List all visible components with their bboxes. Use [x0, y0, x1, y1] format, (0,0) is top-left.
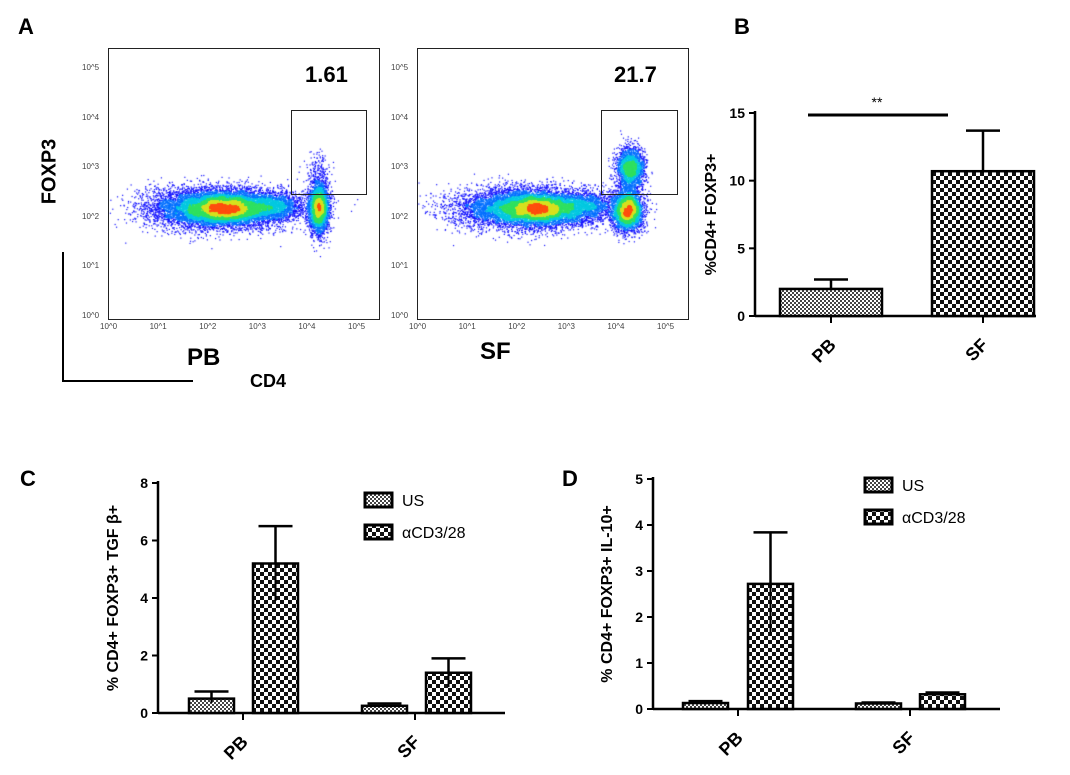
gate-percent-sf: 21.7 — [614, 62, 657, 87]
flow-y-tick-label: 10^2 — [82, 211, 100, 221]
flow-y-tick-label: 10^1 — [391, 261, 409, 271]
legend-label: US — [402, 493, 424, 510]
panel-label-b: B — [734, 14, 750, 39]
flow-y-tick-label: 10^2 — [391, 211, 409, 221]
y-tick-label: 1 — [635, 655, 643, 671]
y-tick-label: 6 — [140, 533, 148, 549]
legend-swatch — [363, 523, 394, 541]
x-tick-label: SF — [961, 335, 991, 365]
sample-label-pb: PB — [187, 344, 221, 371]
y-tick-label: 2 — [635, 609, 643, 625]
x-tick-label: PB — [715, 728, 747, 760]
panel-label-a: A — [18, 14, 34, 39]
flow-x-tick-label: 10^1 — [149, 322, 167, 331]
panel-label-c: C — [20, 466, 36, 491]
axis-line-vertical — [62, 252, 64, 382]
flow-x-tick-label: 10^0 — [100, 322, 118, 331]
flow-y-tick-label: 10^4 — [82, 112, 100, 122]
legend-label: αCD3/28 — [402, 525, 466, 542]
x-tick-label: PB — [808, 335, 840, 367]
sample-label-sf: SF — [480, 338, 511, 365]
legend-swatch — [863, 476, 894, 494]
y-tick-label: 0 — [635, 701, 643, 717]
y-tick-label: 15 — [729, 105, 745, 121]
significance-marker: ** — [872, 94, 883, 110]
flow-scatter-pb — [108, 48, 378, 318]
gate-sf — [601, 110, 678, 195]
flow-x-tick-label: 10^5 — [348, 322, 366, 331]
axis-line-horizontal — [62, 380, 193, 382]
y-tick-label: 4 — [140, 590, 148, 606]
legend-label: αCD3/28 — [902, 510, 966, 527]
gate-percent-pb: 1.61 — [305, 62, 348, 87]
y-axis-label: %CD4+ FOXP3+ — [703, 154, 720, 276]
flow-x-tick-label: 10^2 — [199, 322, 217, 331]
y-tick-label: 5 — [737, 240, 745, 256]
flow-y-tick-label: 10^5 — [82, 63, 100, 72]
flow-x-tick-label: 10^4 — [607, 322, 625, 331]
flow-y-tick-label: 10^0 — [391, 311, 409, 320]
flow-y-tick-label: 10^1 — [82, 261, 100, 271]
y-axis-label: % CD4+ FOXP3+ TGF β+ — [105, 505, 122, 691]
flow-x-tick-label: 10^0 — [409, 322, 427, 331]
x-tick-label: PB — [220, 732, 252, 764]
flow-x-tick-label: 10^3 — [248, 322, 266, 331]
flow-x-tick-label: 10^3 — [557, 322, 575, 331]
flow-y-tick-label: 10^0 — [82, 311, 100, 320]
flow-scatter-sf — [417, 48, 687, 318]
x-tick-label: SF — [888, 728, 918, 758]
flow-y-tick-label: 10^4 — [391, 112, 409, 122]
bar — [918, 693, 967, 711]
y-tick-label: 2 — [140, 648, 148, 664]
legend-swatch — [863, 508, 894, 526]
flow-y-tick-label: 10^3 — [391, 162, 409, 172]
y-tick-label: 3 — [635, 563, 643, 579]
y-tick-label: 8 — [140, 475, 148, 491]
legend-swatch — [363, 491, 394, 509]
flow-y-tick-label: 10^5 — [391, 63, 409, 72]
y-tick-label: 5 — [635, 471, 643, 487]
panel-label-d: D — [562, 466, 578, 491]
flow-x-tick-label: 10^4 — [298, 322, 316, 331]
x-tick-label: SF — [393, 732, 423, 762]
y-tick-label: 4 — [635, 517, 643, 533]
y-axis-label: % CD4+ FOXP3+ IL-10+ — [599, 505, 616, 682]
flow-x-tick-label: 10^5 — [657, 322, 675, 331]
flow-y-tick-label: 10^3 — [82, 162, 100, 172]
flow-x-tick-label: 10^2 — [508, 322, 526, 331]
bar — [778, 287, 884, 318]
bar — [930, 169, 1036, 318]
y-tick-label: 10 — [729, 173, 745, 189]
flow-x-tick-label: 10^1 — [458, 322, 476, 331]
x-axis-label-cd4: CD4 — [250, 371, 287, 391]
y-tick-label: 0 — [737, 308, 745, 324]
gate-pb — [291, 110, 367, 195]
legend-label: US — [902, 478, 924, 495]
y-tick-label: 0 — [140, 705, 148, 721]
